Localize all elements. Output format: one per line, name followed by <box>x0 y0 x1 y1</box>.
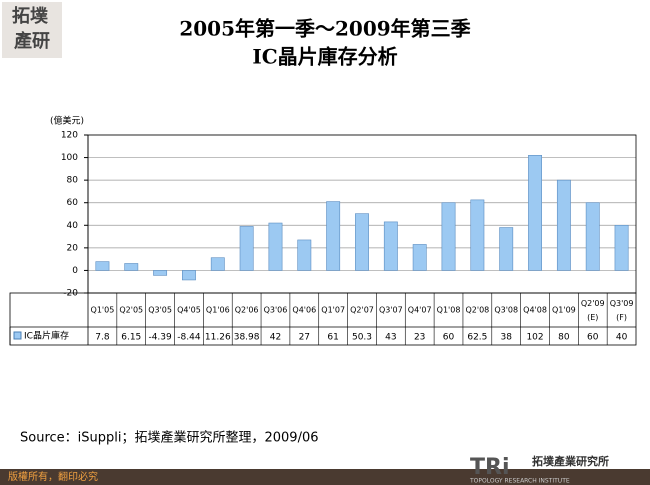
bar <box>614 224 629 271</box>
x-tick-label: Q1'09 <box>552 306 576 315</box>
value-label: 43 <box>385 333 396 343</box>
chart-subtitle: IC晶片庫存分析 <box>252 45 397 69</box>
y-tick-label: -20 <box>63 289 78 299</box>
y-tick-label: 20 <box>67 243 79 253</box>
x-tick-label: Q3'08 <box>494 306 518 315</box>
x-tick-label: Q2'09 (E) <box>581 299 605 322</box>
value-label: 102 <box>526 333 543 343</box>
value-label: 38 <box>500 333 512 343</box>
value-label: 11.26 <box>205 333 231 343</box>
x-tick-label: Q2'08 <box>465 306 489 315</box>
bar <box>95 261 110 271</box>
legend-label: IC晶片庫存 <box>24 330 69 342</box>
value-label: 7.8 <box>95 333 110 343</box>
bar <box>355 213 369 271</box>
brand-sub: TOPOLOGY RESEARCH INSTITUTE <box>469 478 570 485</box>
y-tick-label: 40 <box>67 221 79 231</box>
brand: TRi <box>470 455 510 480</box>
x-tick-label: Q4'06 <box>292 306 316 315</box>
y-axis-label: (億美元) <box>50 115 84 127</box>
bar <box>412 244 427 271</box>
logo-corner: 產研 <box>14 30 50 52</box>
value-label: 62.5 <box>467 333 487 343</box>
value-label: 42 <box>270 333 281 343</box>
bar <box>470 199 485 271</box>
chart-title: 2005年第一季～2009年第三季 <box>179 17 470 41</box>
value-label: 60 <box>443 333 455 343</box>
logo-box <box>2 2 62 58</box>
data-table <box>9 292 637 346</box>
x-tick-label: Q4'08 <box>523 306 547 315</box>
bar <box>383 221 398 271</box>
y-tick-label: 120 <box>61 131 78 141</box>
bar <box>326 201 341 271</box>
y-tick-label: 60 <box>67 198 79 208</box>
bar <box>210 257 225 271</box>
value-label: -8.44 <box>177 333 201 343</box>
x-tick-label: Q2'06 <box>235 306 259 315</box>
value-label: 60 <box>587 333 599 343</box>
source: Source：iSuppli；拓墣產業研究所整理，2009/06 <box>20 430 319 446</box>
x-tick-label: Q4'05 <box>177 306 201 315</box>
bar <box>297 239 312 271</box>
bar <box>153 270 168 276</box>
bar <box>124 263 139 271</box>
footer: 版權所有，翻印必究 <box>8 470 98 483</box>
bar <box>182 270 196 281</box>
x-tick-label: Q3'05 <box>148 306 172 315</box>
bar <box>499 227 514 271</box>
bar <box>556 179 571 271</box>
x-tick-label: Q1'08 <box>437 306 461 315</box>
y-tick-label: 100 <box>61 153 78 163</box>
y-tick-label: 0 <box>72 266 78 276</box>
value-label: -4.39 <box>148 333 172 343</box>
x-tick-label: Q3'06 <box>264 306 288 315</box>
chart: -20 0 20 40 60 80 100 120 IC晶片庫存 7.8 6.15 -4.39 -8.4… <box>9 131 637 346</box>
logo-corner: 拓墣 <box>12 5 48 27</box>
value-label: 61 <box>327 333 338 343</box>
value-label: 23 <box>414 333 425 343</box>
y-tick-label: 80 <box>67 176 79 186</box>
x-tick-label: Q2'05 <box>119 306 143 315</box>
x-tick-label: Q1'05 <box>91 306 115 315</box>
legend-swatch <box>13 331 22 340</box>
logo-name: 拓墣產業研究所 <box>532 454 609 468</box>
x-tick-label: Q4'07 <box>408 306 432 315</box>
value-label: 27 <box>299 333 310 343</box>
value-label: 38.98 <box>234 333 260 343</box>
value-label: 6.15 <box>121 333 141 343</box>
x-tick-label: Q3'07 <box>379 306 403 315</box>
bar <box>585 202 600 271</box>
bar <box>441 202 456 271</box>
x-tick-label: Q3'09 (F) <box>610 299 634 322</box>
x-tick-label: Q1'07 <box>321 306 345 315</box>
bar <box>239 226 254 271</box>
footer-bar <box>0 469 650 485</box>
value-label: 40 <box>616 333 628 343</box>
bar <box>528 155 542 271</box>
x-tick-label: Q1'06 <box>206 306 230 315</box>
bar <box>268 222 283 271</box>
x-tick-label: Q2'07 <box>350 306 374 315</box>
value-label: 50.3 <box>352 333 372 343</box>
value-label: 80 <box>558 333 570 343</box>
